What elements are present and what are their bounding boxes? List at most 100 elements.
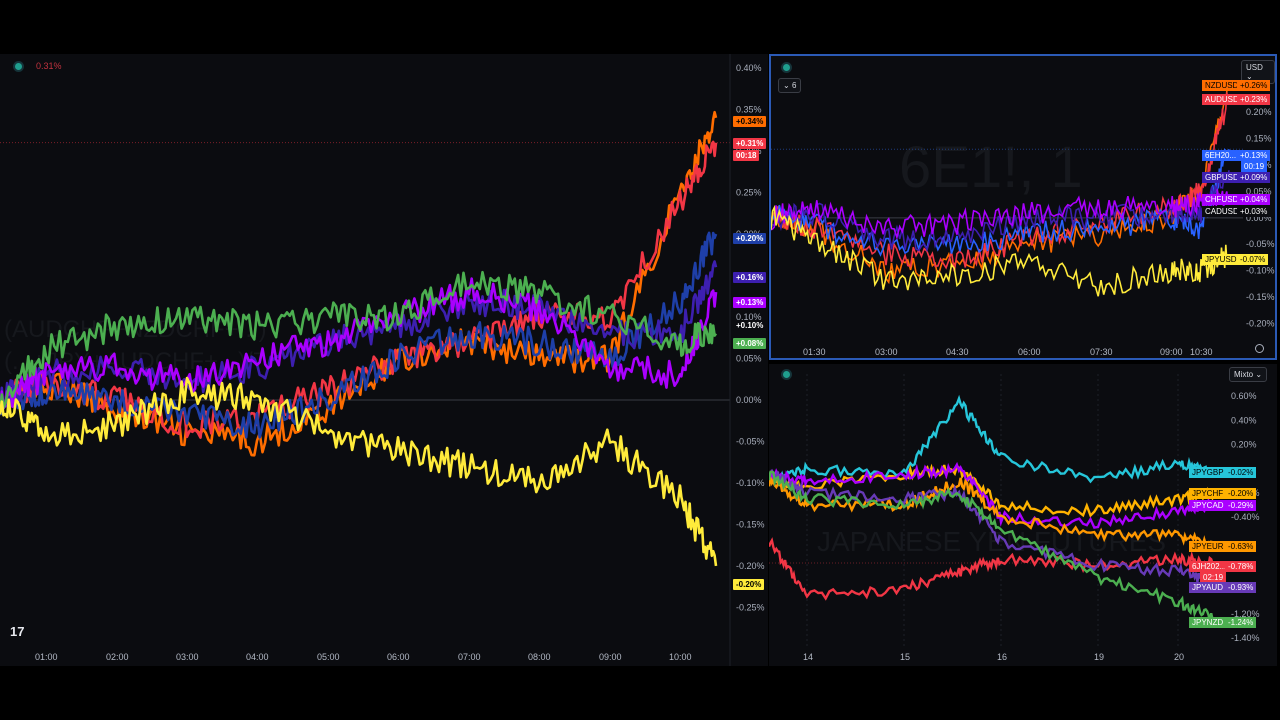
x-tick-label: 09:00 xyxy=(1160,347,1183,357)
x-tick-label: 06:00 xyxy=(387,652,410,662)
y-tick-label: -0.05% xyxy=(1246,239,1275,249)
x-tick-label: 10:30 xyxy=(1190,347,1213,357)
pair-name: JPYGBP xyxy=(1189,467,1227,478)
series-line xyxy=(771,148,1230,257)
y-tick-label: 0.00% xyxy=(1246,213,1272,223)
price-tag: -0.20% xyxy=(733,579,765,590)
collapse-count: 6 xyxy=(791,81,797,90)
mixto-select[interactable]: Mixto ⌄ xyxy=(1229,367,1268,382)
pair-value: -0.63% xyxy=(1225,541,1257,552)
price-tag: +0.31% xyxy=(733,138,767,149)
y-tick-label: 0.00% xyxy=(736,395,762,405)
left-chart-pane[interactable]: (AUDCHF+NZDCHF+...) (...+JPY+AUDCHF+...)… xyxy=(0,54,768,666)
x-tick-label: 06:00 xyxy=(1018,347,1041,357)
pair-name: GBPUSD xyxy=(1202,172,1242,183)
pair-value: -0.93% xyxy=(1225,582,1257,593)
series-line xyxy=(769,476,1216,551)
pair-value: -0.07% xyxy=(1237,254,1269,265)
y-tick-label: 0.35% xyxy=(736,104,762,114)
pair-value: -0.20% xyxy=(1225,488,1257,499)
pair-value: +0.04% xyxy=(1237,194,1271,205)
y-tick-label: -0.10% xyxy=(1246,266,1275,276)
status-dot-icon xyxy=(15,63,22,70)
pair-name: JPYCHF xyxy=(1189,488,1227,499)
y-tick-label: 0.05% xyxy=(1246,186,1272,196)
top-right-chart-canvas[interactable]: 0.20%0.15%0.10%0.05%0.00%-0.05%-0.10%-0.… xyxy=(771,56,1275,358)
series-line xyxy=(769,461,1215,529)
x-tick-label: 03:00 xyxy=(875,347,898,357)
settings-icon[interactable] xyxy=(1255,344,1264,353)
x-tick-label: 20 xyxy=(1174,652,1184,662)
pair-name: AUDUSD xyxy=(1202,94,1242,105)
series-line xyxy=(771,204,1230,297)
x-tick-label: 10:00 xyxy=(669,652,692,662)
pair-name: CADUSD xyxy=(1202,206,1242,217)
bottom-right-chart-canvas[interactable]: 0.60% 0.40% 0.20% -0.20% -0.40% -1.20% -1.40% 1… xyxy=(769,364,1277,666)
series-line xyxy=(0,231,718,439)
chevron-down-icon: ⌄ xyxy=(1255,370,1263,379)
price-tag: +0.34% xyxy=(733,116,767,127)
pair-name: CHFUSD xyxy=(1202,194,1242,205)
pair-value: -1.24% xyxy=(1225,617,1257,628)
y-tick-label: 0.10% xyxy=(736,312,762,322)
countdown-label: 00:19 xyxy=(1241,161,1268,172)
y-tick-label: 0.40% xyxy=(736,63,762,73)
series-line xyxy=(769,470,1215,622)
pair-name: JPYAUD xyxy=(1189,582,1226,593)
top-right-chart-pane[interactable]: 6E1!, 1 0.20%0.15%0.10%0.05%0.00%-0.05%-… xyxy=(769,54,1277,360)
pair-name: NZDUSD xyxy=(1202,80,1242,91)
countdown-label: 02:19 xyxy=(1200,572,1227,583)
series-line xyxy=(771,92,1230,272)
y-tick-label: -0.10% xyxy=(736,478,765,488)
bottom-right-chart-pane[interactable]: JAPANESE YEN FUTURES 0.60%0.40%0.20%-0.2… xyxy=(769,364,1277,666)
collapse-toggle[interactable]: ⌄ 6 xyxy=(778,78,802,93)
pair-value: +0.09% xyxy=(1237,172,1271,183)
y-tick-label: -0.20% xyxy=(736,561,765,571)
pair-value: -0.78% xyxy=(1225,561,1257,572)
x-tick-label: 19 xyxy=(1094,652,1104,662)
x-tick-label: 14 xyxy=(803,652,813,662)
status-dot-icon xyxy=(783,371,790,378)
left-indicator-value: 0.31% xyxy=(36,61,62,71)
x-tick-label: 05:00 xyxy=(317,652,340,662)
series-line xyxy=(769,468,1216,587)
series-line xyxy=(0,277,718,415)
y-tick-label: -0.20% xyxy=(1246,318,1275,328)
pair-value: +0.13% xyxy=(1237,150,1271,161)
x-tick-label: 07:00 xyxy=(458,652,481,662)
x-tick-label: 09:00 xyxy=(599,652,622,662)
pair-name: 6JH202... xyxy=(1189,561,1230,572)
price-tag: +0.20% xyxy=(733,233,767,244)
x-tick-label: 07:30 xyxy=(1090,347,1113,357)
y-tick-label: -1.20% xyxy=(1231,609,1260,619)
pair-value: +0.26% xyxy=(1237,80,1271,91)
y-tick-label: -0.15% xyxy=(736,519,765,529)
price-tag: +0.08% xyxy=(733,338,767,349)
x-tick-label: 16 xyxy=(997,652,1007,662)
series-line xyxy=(0,270,718,415)
x-tick-label: 01:00 xyxy=(35,652,58,662)
price-tag: +0.13% xyxy=(733,297,767,308)
pair-name: JPYNZD xyxy=(1189,617,1227,628)
price-tag: +0.10% xyxy=(733,320,767,331)
series-line xyxy=(0,376,718,567)
series-line xyxy=(769,463,1216,518)
pair-name: JPYCAD xyxy=(1189,500,1227,511)
y-tick-label: -0.15% xyxy=(1246,292,1275,302)
pair-name: 6EH20... xyxy=(1202,150,1240,161)
x-tick-label: 04:30 xyxy=(946,347,969,357)
tradingview-logo-icon: 17 xyxy=(10,624,25,639)
price-tag: +0.16% xyxy=(733,272,767,283)
y-tick-label: -0.05% xyxy=(736,436,765,446)
pair-name: JPYEUR xyxy=(1189,541,1227,552)
mixto-select-value: Mixto xyxy=(1234,370,1254,379)
x-tick-label: 04:00 xyxy=(246,652,269,662)
currency-select-value: USD xyxy=(1246,63,1263,72)
x-tick-label: 03:00 xyxy=(176,652,199,662)
y-tick-label: 0.60% xyxy=(1231,391,1257,401)
y-tick-label: -1.40% xyxy=(1231,633,1260,643)
y-tick-label: 0.25% xyxy=(736,187,762,197)
left-chart-canvas[interactable]: 0.40%0.35%0.30%0.25%0.20%0.15%0.10%0.05%… xyxy=(0,54,768,666)
x-tick-label: 08:00 xyxy=(528,652,551,662)
x-tick-label: 15 xyxy=(900,652,910,662)
